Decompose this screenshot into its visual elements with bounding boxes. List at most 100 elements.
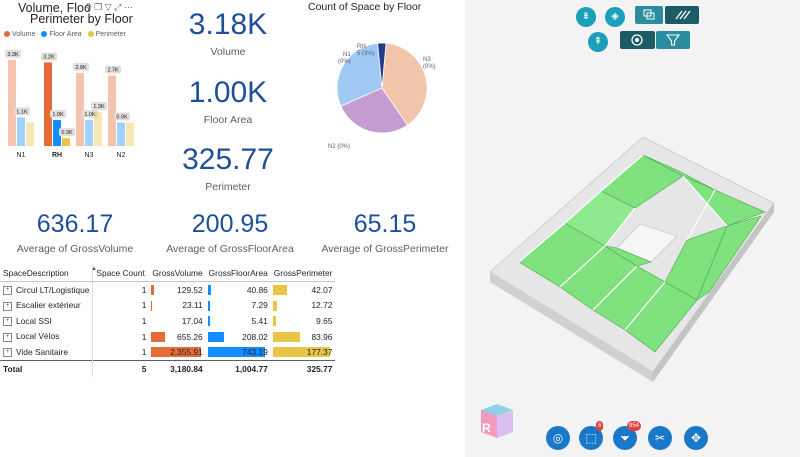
row-area-cell: 5.41 [206, 313, 271, 329]
bar-volume-n2[interactable] [108, 75, 116, 147]
expand-icon[interactable]: + [3, 285, 12, 295]
visual-header-icons[interactable]: ⚲ ❐ ▽ ⤢ ⋯ [85, 2, 133, 13]
data-label: 2.8K [75, 65, 87, 71]
pie-slice-n2[interactable] [340, 87, 409, 134]
filter-icon[interactable]: ▽ [104, 2, 112, 12]
hatch-button[interactable] [665, 6, 699, 24]
data-label: 2.7K [107, 68, 119, 74]
isolate-button[interactable] [620, 31, 655, 49]
pie-slice-n1[interactable] [336, 42, 383, 107]
model-rooms [518, 154, 766, 353]
navigation-button[interactable]: ✥ [684, 426, 708, 450]
bar-perimeter-n1[interactable] [26, 122, 34, 147]
legend-item-floor-area[interactable]: Floor Area [41, 31, 82, 38]
data-label: 1.0K [52, 112, 64, 118]
table-row[interactable]: + Local Vélos 1 655.26 208.02 83.96 [0, 328, 335, 345]
bar-chart[interactable]: 3.3K 1.1K N1 3.2K 1.0K 0.3K RH 2.8K 1.0K 1.3K N3 2.… [0, 42, 145, 160]
column-header-gross-floor-area[interactable]: GrossFloorArea [205, 265, 271, 282]
row-volume: 23.11 [182, 300, 203, 311]
focus-mode-icon[interactable]: ⤢ [114, 2, 122, 12]
bar-volume-rh[interactable] [44, 62, 52, 146]
table-row[interactable]: + Vide Sanitaire 1 2,355.91 743.19 177.37 [0, 344, 335, 361]
volume-data-bar [151, 347, 202, 358]
view-cube[interactable]: R [475, 400, 517, 442]
legend-swatch [4, 31, 10, 38]
bar-chart-title-line1: Volume, Floo [18, 1, 91, 15]
row-perimeter: 177.37 [306, 347, 333, 358]
pie-slice-rh[interactable] [377, 42, 387, 89]
row-area: 7.29 [251, 300, 268, 311]
kpi-value: 3.18K [188, 8, 268, 41]
section-box-button[interactable] [635, 6, 663, 24]
building-model[interactable] [465, 0, 800, 457]
row-perimeter-cell: 9.65 [271, 313, 336, 329]
row-count: 1 [92, 344, 150, 361]
expand-icon[interactable]: + [3, 332, 12, 342]
upload-icon[interactable]: ⇞ [588, 32, 608, 52]
data-label-bg [114, 112, 130, 121]
column-header-space-count[interactable]: Space Count [92, 265, 150, 282]
expand-icon[interactable]: + [3, 348, 12, 358]
levels-icon[interactable]: ⇟ [576, 7, 596, 27]
table: SpaceDescription Space Count GrossVolume… [0, 265, 336, 377]
column-header-gross-perimeter[interactable]: GrossPerimeter [270, 265, 336, 282]
bar-floor-area-n2[interactable] [117, 122, 125, 147]
legend-item-volume[interactable]: Volume [4, 31, 35, 38]
selection-count-badge: 6 [596, 421, 604, 431]
data-label: 1.0K [84, 112, 96, 118]
avg-value: 636.17 [36, 210, 114, 238]
bar-floor-area-rh[interactable] [53, 119, 61, 146]
data-label-bg [73, 62, 89, 71]
table-row[interactable]: + Escalier extérieur 1 23.11 7.29 12.72 [0, 297, 335, 314]
move-icon: ✥ [690, 431, 702, 445]
data-label: 0.3K [61, 130, 73, 136]
table-row[interactable]: + Local SSI 1 17.04 5.41 9.65 [0, 313, 335, 329]
bar-perimeter-n2[interactable] [126, 122, 134, 147]
row-perimeter: 9.65 [316, 315, 333, 326]
bar-floor-area-n3[interactable] [85, 119, 93, 146]
row-name: Local SSI [16, 315, 52, 326]
filter-button[interactable] [656, 31, 690, 49]
volume-data-bar [151, 331, 166, 342]
column-header-space-description[interactable]: SpaceDescription [0, 265, 93, 282]
copy-icon[interactable]: ❐ [94, 2, 103, 12]
data-label-bg [91, 102, 107, 111]
pin-icon[interactable]: ⚲ [85, 2, 92, 12]
fit-view-button[interactable]: ◎ [546, 426, 570, 450]
pie-chart[interactable] [300, 20, 450, 160]
row-area-cell: 208.02 [206, 329, 271, 345]
area-data-bar [207, 285, 211, 295]
total-volume: 3,180.84 [149, 359, 206, 377]
expand-icon[interactable]: + [3, 301, 12, 311]
column-header-gross-volume[interactable]: GrossVolume [149, 265, 206, 282]
row-volume-cell: 129.52 [149, 282, 205, 298]
row-area: 743.19 [242, 347, 268, 358]
avg-card-perimeter: 65.15 Average of GrossPerimeter [310, 210, 460, 255]
bar-floor-area-n1[interactable] [17, 117, 25, 146]
legend-item-perimeter[interactable]: Perimeter [87, 31, 126, 38]
pie-chart-title: Count of Space by Floor [308, 1, 422, 13]
table-row[interactable]: + Circul LT/Logistique 1 129.52 40.86 42.07 [0, 281, 335, 298]
bar-perimeter-n3[interactable] [94, 112, 102, 146]
view-cube-face-label: R [482, 421, 491, 435]
bar-volume-n1[interactable] [8, 59, 16, 146]
row-volume-cell: 17.04 [149, 313, 205, 329]
perimeter-data-bar [272, 347, 330, 358]
x-tick-label: N1 [17, 152, 26, 159]
x-tick-label: RH [52, 152, 62, 159]
perimeter-data-bar [272, 331, 300, 342]
expand-icon[interactable]: + [3, 317, 12, 327]
target-icon[interactable]: ◈ [605, 7, 625, 27]
avg-label: Average of GrossVolume [16, 243, 134, 255]
bar-volume-n3[interactable] [76, 72, 84, 146]
more-options-icon[interactable]: ⋯ [123, 2, 133, 12]
view-cube-icon [481, 404, 513, 438]
row-area: 40.86 [246, 284, 268, 295]
space-table[interactable]: ▲ SpaceDescription Space Count GrossVolu… [0, 265, 336, 377]
3d-viewer[interactable]: ⇟ ◈ ⇞ [465, 0, 800, 457]
avg-card-volume: 636.17 Average of GrossVolume [0, 210, 150, 255]
cut-button[interactable]: ✂ [648, 426, 672, 450]
kpi-value: 1.00K [188, 76, 268, 109]
pie-slice-n3[interactable] [381, 42, 428, 126]
bar-perimeter-rh[interactable] [62, 138, 70, 146]
